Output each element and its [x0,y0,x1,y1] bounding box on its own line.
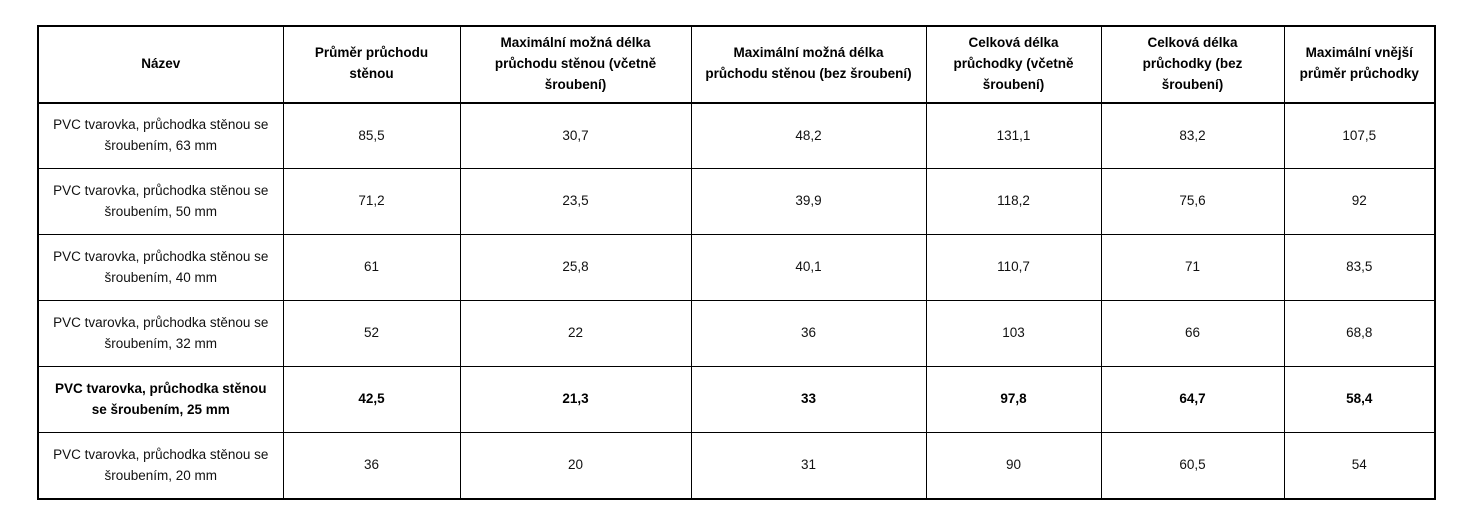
table-row-25mm-highlighted: PVC tvarovka, průchodka stěnou se šroube… [37,366,1436,434]
column-header-prumer-pruchodu: Průměr průchodu stěnou [282,25,461,104]
table-row-32mm: PVC tvarovka, průchodka stěnou se šroube… [37,300,1436,368]
value-cell: 23,5 [459,168,692,236]
value-cell: 21,3 [459,366,692,434]
value-cell: 58,4 [1283,366,1436,434]
value-cell: 48,2 [690,102,927,170]
value-cell: 36 [282,432,461,500]
value-cell: 66 [1100,300,1285,368]
table-body: PVC tvarovka, průchodka stěnou se šroube… [37,102,1436,500]
value-cell: 71 [1100,234,1285,302]
product-name-cell: PVC tvarovka, průchodka stěnou se šroube… [37,366,284,434]
value-cell: 83,5 [1283,234,1436,302]
value-cell: 52 [282,300,461,368]
table-row-63mm: PVC tvarovka, průchodka stěnou se šroube… [37,102,1436,170]
value-cell: 90 [925,432,1102,500]
value-cell: 103 [925,300,1102,368]
product-name-cell: PVC tvarovka, průchodka stěnou se šroube… [37,432,284,500]
value-cell: 118,2 [925,168,1102,236]
value-cell: 97,8 [925,366,1102,434]
value-cell: 31 [690,432,927,500]
value-cell: 71,2 [282,168,461,236]
value-cell: 60,5 [1100,432,1285,500]
column-header-max-delka-bez: Maximální možná délka průchodu stěnou (b… [690,25,927,104]
value-cell: 92 [1283,168,1436,236]
value-cell: 30,7 [459,102,692,170]
value-cell: 36 [690,300,927,368]
table-row-50mm: PVC tvarovka, průchodka stěnou se šroube… [37,168,1436,236]
table-row-20mm: PVC tvarovka, průchodka stěnou se šroube… [37,432,1436,500]
value-cell: 75,6 [1100,168,1285,236]
value-cell: 25,8 [459,234,692,302]
value-cell: 85,5 [282,102,461,170]
value-cell: 40,1 [690,234,927,302]
column-header-max-vnejsi-prumer: Maximální vnější průměr průchodky [1283,25,1436,104]
product-name-cell: PVC tvarovka, průchodka stěnou se šroube… [37,234,284,302]
value-cell: 61 [282,234,461,302]
value-cell: 20 [459,432,692,500]
table-header: Název Průměr průchodu stěnou Maximální m… [37,25,1436,104]
column-header-nazev: Název [37,25,284,104]
value-cell: 42,5 [282,366,461,434]
column-header-celkova-delka-bez: Celková délka průchodky (bez šroubení) [1100,25,1285,104]
product-name-cell: PVC tvarovka, průchodka stěnou se šroube… [37,300,284,368]
value-cell: 68,8 [1283,300,1436,368]
spec-table: Název Průměr průchodu stěnou Maximální m… [37,25,1436,500]
product-name-cell: PVC tvarovka, průchodka stěnou se šroube… [37,102,284,170]
value-cell: 131,1 [925,102,1102,170]
value-cell: 54 [1283,432,1436,500]
value-cell: 33 [690,366,927,434]
header-row: Název Průměr průchodu stěnou Maximální m… [37,25,1436,104]
value-cell: 64,7 [1100,366,1285,434]
value-cell: 107,5 [1283,102,1436,170]
column-header-max-delka-vcetne: Maximální možná délka průchodu stěnou (v… [459,25,692,104]
value-cell: 39,9 [690,168,927,236]
product-name-cell: PVC tvarovka, průchodka stěnou se šroube… [37,168,284,236]
column-header-celkova-delka-vcetne: Celková délka průchodky (včetně šroubení… [925,25,1102,104]
value-cell: 83,2 [1100,102,1285,170]
value-cell: 22 [459,300,692,368]
value-cell: 110,7 [925,234,1102,302]
table-row-40mm: PVC tvarovka, průchodka stěnou se šroube… [37,234,1436,302]
